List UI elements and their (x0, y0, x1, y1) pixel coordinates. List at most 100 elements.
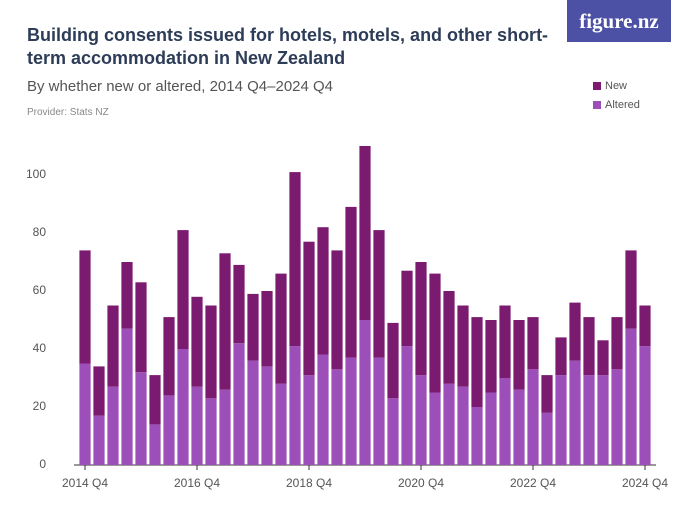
bar (331, 250, 343, 370)
legend-label: New (605, 80, 627, 92)
bar (443, 291, 455, 384)
bar (247, 293, 259, 361)
legend-swatch (593, 101, 601, 109)
bar (639, 346, 651, 465)
bar (625, 250, 637, 329)
bar (611, 317, 623, 370)
bar (513, 389, 525, 465)
bar (611, 369, 623, 465)
bar (303, 375, 315, 465)
bar (345, 357, 357, 465)
bar (79, 363, 91, 465)
bar (471, 407, 483, 465)
bar (331, 369, 343, 465)
bar (275, 273, 287, 384)
logo[interactable]: figure.nz (567, 0, 671, 42)
bar (135, 282, 147, 373)
chart-title: Building consents issued for hotels, mot… (27, 25, 549, 68)
bar (247, 360, 259, 465)
bar (569, 360, 581, 465)
bar (79, 250, 91, 364)
bar (317, 354, 329, 465)
x-tick-label: 2014 Q4 (62, 476, 108, 490)
bar (261, 291, 273, 367)
y-tick-label: 0 (39, 457, 46, 471)
bar (583, 317, 595, 376)
bar (429, 392, 441, 465)
y-tick-label: 40 (33, 341, 47, 355)
bar (261, 366, 273, 465)
bar (541, 412, 553, 465)
bar (541, 375, 553, 413)
bar (177, 230, 189, 349)
bar (415, 262, 427, 376)
x-tick-label: 2024 Q4 (622, 476, 668, 490)
x-tick-label: 2016 Q4 (174, 476, 220, 490)
bar (345, 206, 357, 358)
bar (177, 349, 189, 465)
bar (499, 305, 511, 378)
bar (457, 386, 469, 465)
bar (219, 253, 231, 390)
bar (401, 270, 413, 347)
bar (149, 424, 161, 465)
bar (275, 383, 287, 465)
bar (625, 328, 637, 465)
bar (163, 395, 175, 465)
x-tick-label: 2022 Q4 (510, 476, 556, 490)
bar (135, 372, 147, 465)
bar (471, 317, 483, 407)
bar (191, 386, 203, 465)
bar (569, 302, 581, 361)
bar (373, 230, 385, 358)
provider: Provider: Stats NZ (27, 107, 109, 118)
bar (499, 378, 511, 465)
bar (93, 366, 105, 416)
bar (555, 337, 567, 376)
x-tick-label: 2018 Q4 (286, 476, 332, 490)
bar (205, 398, 217, 465)
bar (121, 262, 133, 329)
bar (415, 375, 427, 465)
bar (233, 264, 245, 344)
bar (387, 322, 399, 399)
bar (289, 172, 301, 347)
bar (443, 383, 455, 465)
bar (513, 320, 525, 390)
bar (401, 346, 413, 465)
bar (317, 227, 329, 355)
bar (107, 386, 119, 465)
bar (303, 241, 315, 376)
bar (639, 305, 651, 347)
bar (163, 317, 175, 396)
bar (387, 398, 399, 465)
bar (485, 392, 497, 465)
bar (373, 357, 385, 465)
bar (597, 340, 609, 376)
y-tick-label: 80 (33, 225, 47, 239)
bar (191, 296, 203, 387)
bar (597, 375, 609, 465)
x-tick-label: 2020 Q4 (398, 476, 444, 490)
bar (219, 389, 231, 465)
bar (527, 369, 539, 465)
bar (149, 375, 161, 425)
y-tick-label: 20 (33, 399, 47, 413)
legend-swatch (593, 82, 601, 90)
bar (485, 320, 497, 393)
bar (233, 343, 245, 465)
bar (93, 415, 105, 465)
bar (583, 375, 595, 465)
bar (289, 346, 301, 465)
chart-subtitle: By whether new or altered, 2014 Q4–2024 … (27, 78, 334, 95)
legend-label: Altered (605, 99, 640, 111)
bar (359, 146, 371, 320)
bar (205, 305, 217, 399)
y-tick-label: 100 (26, 167, 46, 181)
bar (457, 305, 469, 387)
bar (359, 320, 371, 465)
bar (527, 317, 539, 370)
y-tick-label: 60 (33, 283, 47, 297)
